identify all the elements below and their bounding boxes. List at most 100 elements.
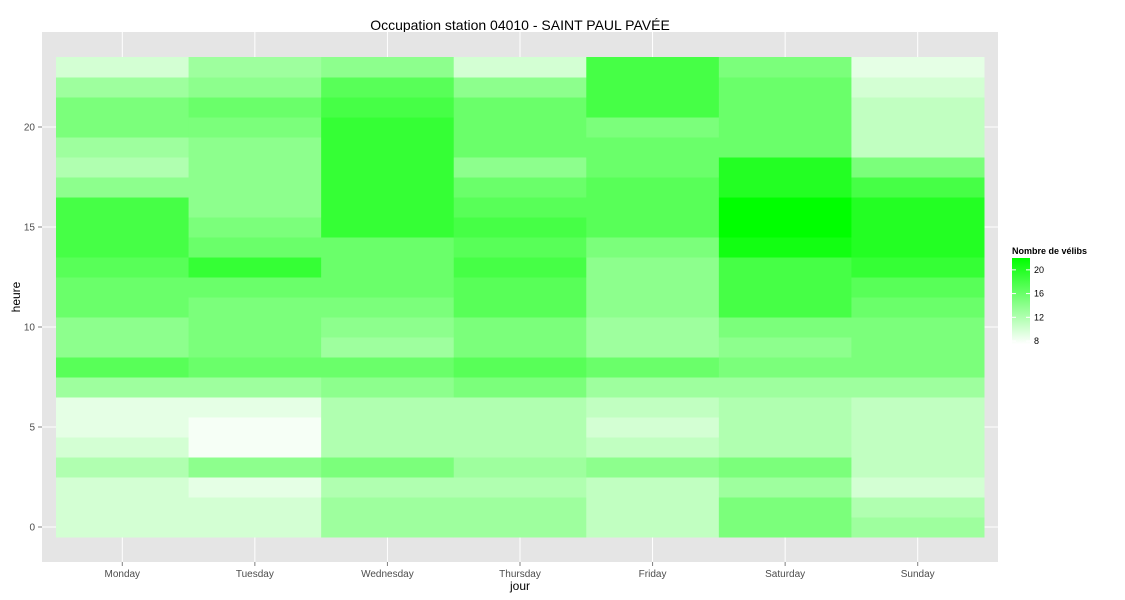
heatmap-cell	[453, 417, 587, 438]
heatmap-cell	[586, 457, 720, 478]
heatmap-cell	[718, 357, 852, 378]
y-tick-label: 20	[24, 123, 36, 134]
heatmap-cell	[718, 397, 852, 418]
heatmap-cell	[56, 377, 190, 398]
heatmap-cell	[321, 237, 455, 258]
heatmap-cell	[188, 197, 322, 218]
heatmap-cell	[718, 77, 852, 98]
heatmap-cell	[188, 277, 322, 298]
heatmap-cell	[718, 317, 852, 338]
heatmap-cell	[453, 237, 587, 258]
heatmap-cell	[851, 477, 985, 498]
heatmap-cell	[321, 277, 455, 298]
heatmap-cell	[56, 317, 190, 338]
heatmap-cell	[188, 157, 322, 178]
heatmap-cell	[56, 517, 190, 538]
heatmap-cell	[453, 197, 587, 218]
heatmap-cell	[586, 477, 720, 498]
heatmap-cell	[851, 397, 985, 418]
heatmap-cell	[453, 97, 587, 118]
heatmap-cell	[453, 337, 587, 358]
legend-tick-label: 8	[1034, 336, 1039, 346]
heatmap-cell	[586, 417, 720, 438]
heatmap-cell	[851, 217, 985, 238]
heatmap-cell	[321, 197, 455, 218]
heatmap-cell	[718, 57, 852, 78]
heatmap-cell	[453, 177, 587, 198]
heatmap-cell	[718, 117, 852, 138]
heatmap-cell	[586, 357, 720, 378]
heatmap-cell	[56, 117, 190, 138]
heatmap-cell	[321, 177, 455, 198]
heatmap-cell	[453, 317, 587, 338]
heatmap-cell	[56, 397, 190, 418]
heatmap-cell	[188, 137, 322, 158]
heatmap-cell	[188, 337, 322, 358]
color-legend: Nombre de vélibs 8 12 16 20	[1012, 246, 1087, 346]
heatmap-cell	[56, 97, 190, 118]
legend-tick-label: 16	[1034, 289, 1044, 299]
heatmap-cell	[321, 377, 455, 398]
heatmap-cell	[56, 217, 190, 238]
heatmap-cell	[851, 497, 985, 518]
heatmap-cell	[851, 437, 985, 458]
heatmap-cell	[321, 157, 455, 178]
heatmap-cell	[453, 297, 587, 318]
heatmap-cell	[188, 437, 322, 458]
heatmap-cell	[453, 457, 587, 478]
heatmap-cell	[453, 517, 587, 538]
x-axis-title: jour	[509, 579, 530, 593]
x-tick-label: Tuesday	[236, 569, 274, 580]
heatmap-cell	[321, 357, 455, 378]
heatmap-cell	[56, 277, 190, 298]
heatmap-cell	[188, 177, 322, 198]
heatmap-cell	[453, 377, 587, 398]
heatmap-cell	[586, 117, 720, 138]
heatmap-cell	[321, 77, 455, 98]
x-axis-ticks: Monday Tuesday Wednesday Thursday Friday Satu…	[104, 562, 935, 580]
heatmap-cell	[188, 377, 322, 398]
heatmap-cell	[453, 477, 587, 498]
heatmap-cell	[851, 517, 985, 538]
heatmap-cell	[851, 117, 985, 138]
heatmap-cell	[453, 277, 587, 298]
heatmap-cell	[586, 217, 720, 238]
y-axis-ticks: 0 5 10 15 20	[24, 123, 42, 534]
heatmap-cell	[188, 297, 322, 318]
heatmap-cell	[586, 317, 720, 338]
heatmap-cell	[718, 197, 852, 218]
heatmap-cell	[188, 317, 322, 338]
heatmap-cell	[851, 57, 985, 78]
heatmap-cell	[586, 517, 720, 538]
heatmap-cell	[321, 337, 455, 358]
heatmap-cell	[321, 117, 455, 138]
heatmap-cell	[718, 477, 852, 498]
heatmap-cell	[321, 517, 455, 538]
heatmap-cell	[56, 237, 190, 258]
heatmap-cell	[586, 497, 720, 518]
heatmap-cell	[586, 257, 720, 278]
y-tick-label: 0	[29, 523, 35, 534]
heatmap-cell	[851, 357, 985, 378]
heatmap-cell	[321, 297, 455, 318]
heatmap-cell	[718, 457, 852, 478]
heatmap-cell	[188, 397, 322, 418]
heatmap-cell	[321, 457, 455, 478]
y-tick-label: 10	[24, 323, 36, 334]
x-tick-label: Friday	[639, 569, 667, 580]
heatmap-cell	[718, 137, 852, 158]
heatmap-cell	[586, 77, 720, 98]
heatmap-cell	[586, 377, 720, 398]
heatmap-cell	[56, 197, 190, 218]
heatmap-cell	[718, 377, 852, 398]
heatmap-cell	[321, 497, 455, 518]
heatmap-cell	[851, 237, 985, 258]
heatmap-cell	[718, 237, 852, 258]
heatmap-cell	[453, 437, 587, 458]
heatmap-cell	[453, 497, 587, 518]
heatmap-cell	[56, 357, 190, 378]
chart-title: Occupation station 04010 - SAINT PAUL PA…	[370, 17, 670, 33]
heatmap-cell	[718, 517, 852, 538]
heatmap-cell	[851, 417, 985, 438]
